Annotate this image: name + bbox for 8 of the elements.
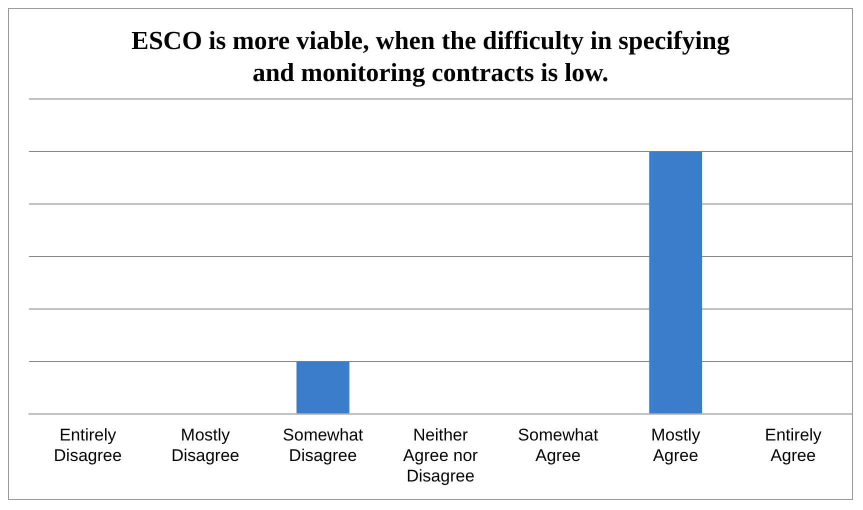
x-tick-label: Entirely Agree	[764, 426, 822, 466]
x-tick-label: Somewhat Disagree	[282, 426, 364, 466]
x-tick-label: Mostly Disagree	[171, 426, 240, 466]
x-tick-label: Somewhat Agree	[518, 426, 599, 466]
x-tick-label: Mostly Agree	[651, 426, 701, 466]
x-tick-label: Entirely Disagree	[54, 426, 122, 466]
chart-title: ESCO is more viable, when the difficulty in specifying and monitoring contracts is low.	[130, 25, 731, 89]
x-tick-label: Neither Agree nor Disagree	[403, 426, 478, 486]
